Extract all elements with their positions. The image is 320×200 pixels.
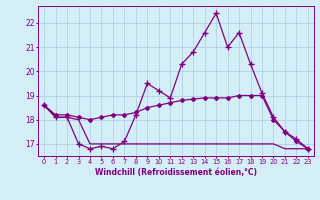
X-axis label: Windchill (Refroidissement éolien,°C): Windchill (Refroidissement éolien,°C): [95, 168, 257, 177]
